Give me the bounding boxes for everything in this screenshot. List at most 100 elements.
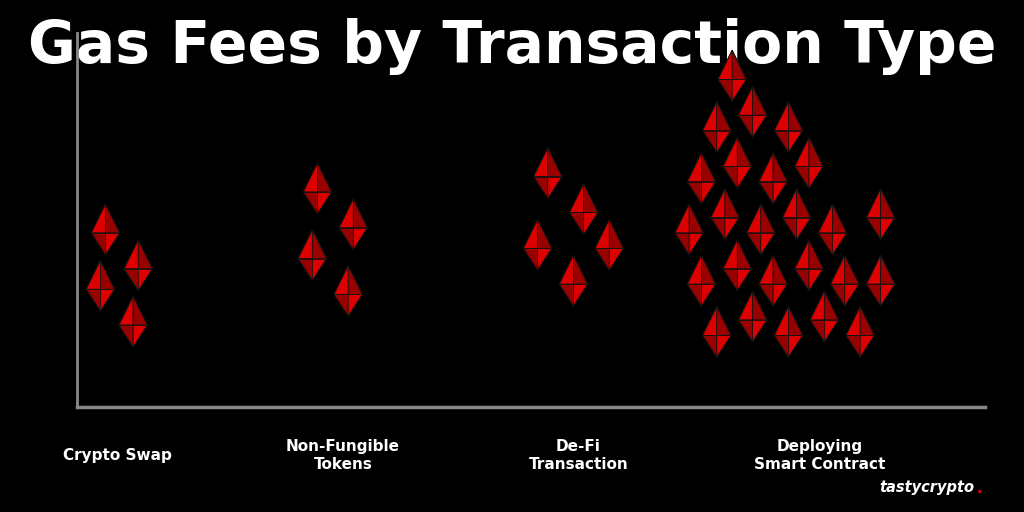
- Polygon shape: [675, 204, 689, 233]
- Polygon shape: [738, 291, 753, 320]
- Polygon shape: [773, 255, 787, 284]
- Polygon shape: [753, 320, 767, 342]
- Text: tastycrypto: tastycrypto: [880, 480, 975, 495]
- Polygon shape: [737, 137, 752, 166]
- Polygon shape: [866, 284, 881, 306]
- Polygon shape: [788, 131, 803, 153]
- Polygon shape: [759, 284, 773, 306]
- Polygon shape: [860, 306, 874, 335]
- Polygon shape: [866, 218, 881, 240]
- Polygon shape: [725, 188, 739, 218]
- Polygon shape: [717, 101, 731, 131]
- Polygon shape: [759, 182, 773, 204]
- Polygon shape: [701, 182, 716, 204]
- Polygon shape: [559, 255, 573, 284]
- Polygon shape: [788, 101, 803, 131]
- Polygon shape: [133, 325, 147, 347]
- Polygon shape: [737, 166, 752, 188]
- Polygon shape: [124, 240, 138, 269]
- Polygon shape: [298, 229, 312, 259]
- Polygon shape: [846, 306, 860, 335]
- Polygon shape: [795, 269, 809, 291]
- Polygon shape: [334, 265, 348, 294]
- Polygon shape: [866, 188, 881, 218]
- Polygon shape: [774, 335, 788, 357]
- Polygon shape: [569, 183, 584, 212]
- Polygon shape: [711, 188, 725, 218]
- Polygon shape: [548, 147, 562, 177]
- Polygon shape: [738, 115, 753, 137]
- Polygon shape: [845, 255, 859, 284]
- Polygon shape: [759, 153, 773, 182]
- Polygon shape: [298, 259, 312, 281]
- Polygon shape: [746, 204, 761, 233]
- Polygon shape: [881, 218, 895, 240]
- Polygon shape: [701, 153, 716, 182]
- Polygon shape: [701, 284, 716, 306]
- Polygon shape: [91, 233, 105, 255]
- Polygon shape: [732, 79, 746, 101]
- Polygon shape: [675, 233, 689, 255]
- Polygon shape: [717, 131, 731, 153]
- Polygon shape: [818, 233, 833, 255]
- Polygon shape: [105, 233, 120, 255]
- Polygon shape: [687, 284, 701, 306]
- Polygon shape: [809, 137, 823, 166]
- Polygon shape: [689, 233, 703, 255]
- Polygon shape: [702, 306, 717, 335]
- Polygon shape: [809, 240, 823, 269]
- Polygon shape: [866, 255, 881, 284]
- Polygon shape: [773, 182, 787, 204]
- Polygon shape: [881, 188, 895, 218]
- Polygon shape: [100, 289, 115, 311]
- Polygon shape: [833, 204, 847, 233]
- Polygon shape: [124, 269, 138, 291]
- Polygon shape: [723, 269, 737, 291]
- Polygon shape: [761, 233, 775, 255]
- Polygon shape: [788, 306, 803, 335]
- Polygon shape: [702, 335, 717, 357]
- Polygon shape: [738, 320, 753, 342]
- Polygon shape: [609, 248, 624, 270]
- Polygon shape: [824, 291, 839, 320]
- Polygon shape: [818, 204, 833, 233]
- Text: Crypto Swap: Crypto Swap: [63, 448, 172, 463]
- Polygon shape: [753, 291, 767, 320]
- Polygon shape: [312, 259, 327, 281]
- Polygon shape: [782, 188, 797, 218]
- Polygon shape: [711, 218, 725, 240]
- Text: De-Fi
Transaction: De-Fi Transaction: [528, 439, 629, 473]
- Text: Gas Fees by Transaction Type: Gas Fees by Transaction Type: [28, 17, 996, 75]
- Polygon shape: [797, 188, 811, 218]
- Polygon shape: [538, 248, 552, 270]
- Polygon shape: [303, 192, 317, 214]
- Polygon shape: [753, 86, 767, 115]
- Polygon shape: [759, 255, 773, 284]
- Polygon shape: [317, 192, 332, 214]
- Polygon shape: [523, 248, 538, 270]
- Polygon shape: [830, 255, 845, 284]
- Polygon shape: [725, 218, 739, 240]
- Polygon shape: [523, 219, 538, 248]
- Polygon shape: [348, 294, 362, 316]
- Polygon shape: [773, 284, 787, 306]
- Polygon shape: [810, 320, 824, 342]
- Polygon shape: [718, 79, 732, 101]
- Polygon shape: [584, 212, 598, 234]
- Polygon shape: [105, 204, 120, 233]
- Polygon shape: [809, 269, 823, 291]
- Polygon shape: [723, 137, 737, 166]
- Polygon shape: [538, 219, 552, 248]
- Polygon shape: [702, 131, 717, 153]
- Polygon shape: [91, 204, 105, 233]
- Polygon shape: [133, 296, 147, 325]
- Polygon shape: [702, 101, 717, 131]
- Polygon shape: [753, 115, 767, 137]
- Polygon shape: [573, 255, 588, 284]
- Polygon shape: [595, 248, 609, 270]
- Polygon shape: [833, 233, 847, 255]
- Polygon shape: [830, 284, 845, 306]
- Polygon shape: [824, 320, 839, 342]
- Polygon shape: [774, 101, 788, 131]
- Polygon shape: [348, 265, 362, 294]
